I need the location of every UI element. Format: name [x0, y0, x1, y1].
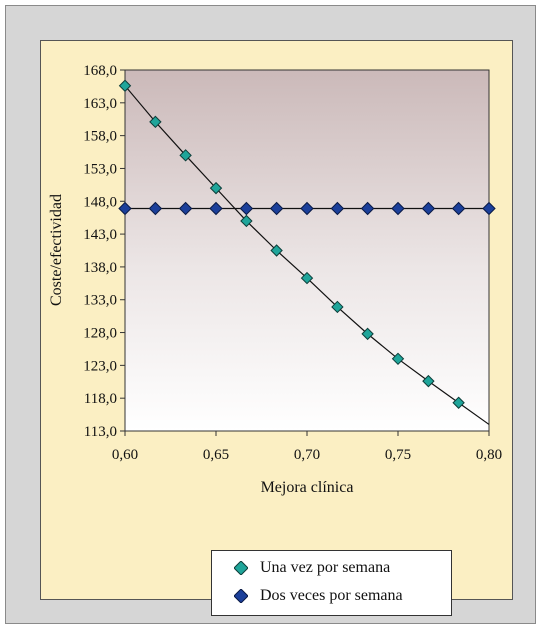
data-point-twice-weekly — [451, 201, 466, 216]
legend: Una vez por semana Dos veces por semana — [211, 550, 452, 616]
x-axis-title: Mejora clínica — [261, 479, 354, 496]
x-tick-label: 0,70 — [294, 447, 320, 463]
y-axis: 168,0 163,0 158,0 153,0 148,0 143,0 138,0 133,0… — [83, 63, 125, 440]
y-tick-label: 133,0 — [83, 293, 117, 309]
data-point-once-weekly — [118, 79, 132, 92]
y-tick-label: 118,0 — [84, 391, 117, 407]
data-point-once-weekly — [361, 327, 374, 341]
data-point-once-weekly — [179, 149, 192, 162]
data-point-twice-weekly — [239, 201, 254, 216]
y-tick-label: 158,0 — [83, 129, 117, 145]
data-point-twice-weekly — [209, 201, 223, 216]
x-axis: 0,60 0,65 0,70 0,75 0,80 — [112, 431, 502, 463]
x-tick-label: 0,80 — [476, 447, 502, 463]
data-point-once-weekly — [149, 115, 162, 129]
legend-label-once-weekly: Una vez por semana — [260, 559, 391, 576]
data-point-once-weekly — [422, 374, 435, 388]
data-point-once-weekly — [391, 352, 405, 366]
y-tick-label: 148,0 — [83, 194, 117, 210]
data-point-once-weekly — [240, 214, 253, 228]
y-axis-title: Coste/efectividad — [48, 194, 65, 306]
chart-panel: 168,0 163,0 158,0 153,0 148,0 143,0 138,0 133,0… — [40, 40, 513, 616]
data-point-once-weekly — [452, 396, 465, 409]
legend-item-once-weekly: Una vez por semana — [234, 558, 390, 578]
y-tick-label: 168,0 — [83, 63, 117, 79]
x-tick-label: 0,65 — [203, 447, 229, 463]
y-tick-label: 128,0 — [83, 326, 117, 342]
y-tick-label: 153,0 — [83, 161, 117, 177]
data-point-twice-weekly — [360, 201, 375, 216]
data-point-twice-weekly — [118, 201, 132, 216]
data-point-twice-weekly — [178, 201, 193, 216]
x-tick-label: 0,60 — [112, 447, 138, 463]
data-point-twice-weekly — [148, 201, 163, 216]
chart: 168,0 163,0 158,0 153,0 148,0 143,0 138,0 133,0… — [48, 63, 502, 496]
y-tick-label: 163,0 — [83, 96, 117, 112]
x-tick-label: 0,75 — [385, 447, 411, 463]
legend-item-twice-weekly: Dos veces por semana — [234, 586, 403, 606]
y-tick-label: 123,0 — [83, 358, 117, 374]
data-point-once-weekly — [331, 300, 344, 314]
data-point-twice-weekly — [330, 201, 345, 216]
data-point-twice-weekly — [300, 201, 314, 216]
outer-frame: 168,0 163,0 158,0 153,0 148,0 143,0 138,0 133,0… — [5, 5, 536, 624]
diamond-icon — [234, 561, 248, 575]
data-point-once-weekly — [300, 271, 314, 285]
data-point-twice-weekly — [482, 201, 496, 216]
y-tick-label: 113,0 — [84, 424, 117, 440]
legend-label-twice-weekly: Dos veces por semana — [260, 587, 403, 604]
data-point-twice-weekly — [391, 201, 405, 216]
diamond-icon — [234, 589, 248, 603]
y-tick-label: 143,0 — [83, 227, 117, 243]
data-point-twice-weekly — [421, 201, 436, 216]
data-point-once-weekly — [209, 181, 223, 195]
plot-area — [124, 69, 490, 432]
data-point-twice-weekly — [269, 201, 284, 216]
data-point-once-weekly — [270, 244, 283, 257]
y-tick-label: 138,0 — [83, 260, 117, 276]
